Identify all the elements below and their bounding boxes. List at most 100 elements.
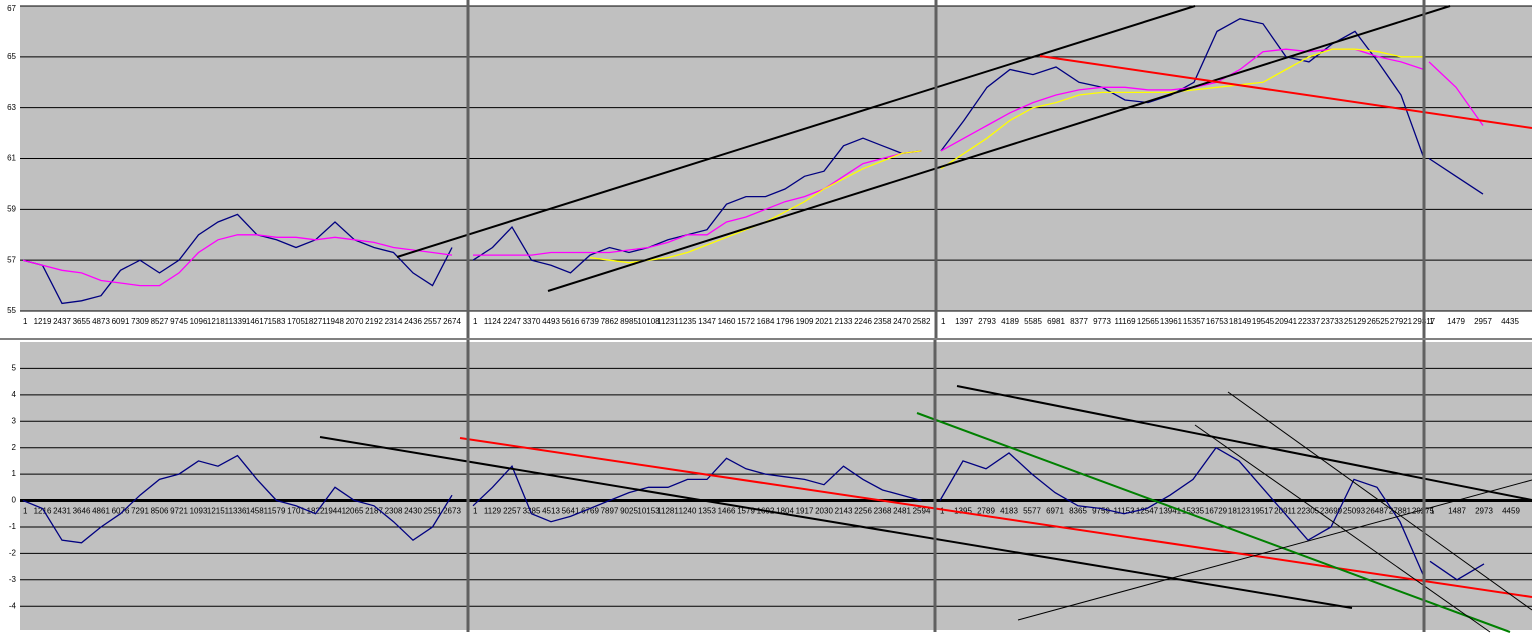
x-tick-label: 6091 <box>112 317 130 326</box>
y-tick-label: -3 <box>9 575 17 584</box>
x-tick-label: 15357 <box>1183 317 1206 326</box>
x-tick-label: 2314 <box>385 317 403 326</box>
x-tick-label: 1822 <box>307 507 325 516</box>
x-tick-label: 1240 <box>679 507 697 516</box>
x-tick-label: 8506 <box>151 507 169 516</box>
x-tick-label: 27881 <box>1389 507 1412 516</box>
x-tick-label: 14581 <box>246 507 269 516</box>
x-tick-label: 8365 <box>1069 507 1087 516</box>
x-tick-label: 13941 <box>1159 507 1182 516</box>
series-line <box>939 446 1424 575</box>
y-tick-label: 1 <box>12 469 17 478</box>
x-tick-label: 4459 <box>1502 507 1520 516</box>
x-tick-label: 2481 <box>893 507 911 516</box>
x-tick-label: 23733 <box>1321 317 1344 326</box>
x-tick-label: 8377 <box>1070 317 1088 326</box>
x-tick-label: 2789 <box>977 507 995 516</box>
x-tick-label: 18123 <box>1228 507 1251 516</box>
x-tick-label: 1336 <box>229 507 247 516</box>
x-tick-label: 2143 <box>835 507 853 516</box>
x-tick-label: 2030 <box>815 507 833 516</box>
trend-line <box>916 412 1511 633</box>
x-tick-label: 23699 <box>1320 507 1343 516</box>
x-tick-label: 19441 <box>324 507 347 516</box>
x-tick-label: 2256 <box>854 507 872 516</box>
x-tick-label: 2070 <box>346 317 364 326</box>
y-tick-label: 0 <box>12 496 17 505</box>
y-tick-label: 63 <box>7 103 16 112</box>
x-tick-label: 19517 <box>1251 507 1274 516</box>
x-tick-label: 4513 <box>542 507 560 516</box>
x-tick-label: 1235 <box>679 317 697 326</box>
x-tick-label: 19545 <box>1252 317 1275 326</box>
x-tick-label: 2308 <box>385 507 403 516</box>
x-tick-label: 1093 <box>190 507 208 516</box>
trend-line <box>1227 391 1532 611</box>
x-tick-label: 1 <box>23 507 28 516</box>
x-tick-label: 22337 <box>1298 317 1321 326</box>
series-line <box>22 213 453 305</box>
x-tick-label: 25093 <box>1343 507 1366 516</box>
x-tick-label: 1216 <box>34 507 52 516</box>
x-tick-label: 2368 <box>874 507 892 516</box>
x-tick-label: 2192 <box>365 317 383 326</box>
series-line <box>22 234 453 287</box>
x-tick-label: 16729 <box>1205 507 1228 516</box>
x-tick-label: 1339 <box>229 317 247 326</box>
x-tick-label: 9759 <box>1092 507 1110 516</box>
x-tick-label: 2551 <box>424 507 442 516</box>
trend-line <box>956 385 1532 501</box>
x-tick-label: 2247 <box>503 317 521 326</box>
x-tick-label: 26525 <box>1367 317 1390 326</box>
y-tick-label: 65 <box>7 52 16 61</box>
trend-line <box>1194 424 1491 633</box>
x-tick-label: 2594 <box>913 507 931 516</box>
x-tick-label: 4189 <box>1001 317 1019 326</box>
x-tick-label: 8527 <box>151 317 169 326</box>
x-tick-label: 2674 <box>443 317 461 326</box>
x-tick-label: 7291 <box>131 507 149 516</box>
x-tick-label: 11153 <box>1113 507 1135 516</box>
x-tick-label: 1 <box>1429 317 1434 326</box>
y-tick-label: 55 <box>7 306 16 315</box>
x-tick-label: 2973 <box>1475 507 1493 516</box>
x-tick-label: 26487 <box>1366 507 1389 516</box>
x-tick-label: 1917 <box>796 507 814 516</box>
x-tick-label: 9745 <box>170 317 188 326</box>
bottom-plot-area <box>20 342 1532 630</box>
x-tick-label: 2793 <box>978 317 996 326</box>
x-tick-label: 1684 <box>757 317 775 326</box>
x-tick-label: 3655 <box>73 317 91 326</box>
x-tick-label: 1796 <box>776 317 794 326</box>
x-tick-label: 11231 <box>657 317 679 326</box>
x-tick-label: 2358 <box>874 317 892 326</box>
x-tick-label: 4183 <box>1000 507 1018 516</box>
x-tick-label: 1479 <box>1447 317 1465 326</box>
x-tick-label: 2187 <box>365 507 383 516</box>
x-tick-label: 16753 <box>1206 317 1229 326</box>
x-tick-label: 2437 <box>53 317 71 326</box>
x-tick-label: 1460 <box>718 317 736 326</box>
y-tick-label: 57 <box>7 255 16 264</box>
x-tick-label: 1 <box>940 507 945 516</box>
x-tick-label: 2257 <box>503 507 521 516</box>
x-tick-label: 1579 <box>737 507 755 516</box>
x-tick-label: 9773 <box>1093 317 1111 326</box>
series-line <box>472 457 922 523</box>
y-tick-label: 67 <box>7 4 16 13</box>
x-tick-label: 2021 <box>815 317 833 326</box>
series-line <box>472 137 922 274</box>
x-tick-label: 18149 <box>1229 317 1252 326</box>
y-tick-label: 61 <box>7 154 16 163</box>
x-tick-label: 4861 <box>92 507 110 516</box>
x-tick-label: 1 <box>473 507 478 516</box>
x-tick-label: 2582 <box>913 317 931 326</box>
x-tick-label: 6739 <box>581 317 599 326</box>
x-tick-label: 22305 <box>1297 507 1320 516</box>
x-tick-label: 1583 <box>268 317 286 326</box>
x-tick-label: 5585 <box>1024 317 1042 326</box>
y-tick-label: -4 <box>9 601 17 610</box>
x-tick-label: 4435 <box>1501 317 1519 326</box>
